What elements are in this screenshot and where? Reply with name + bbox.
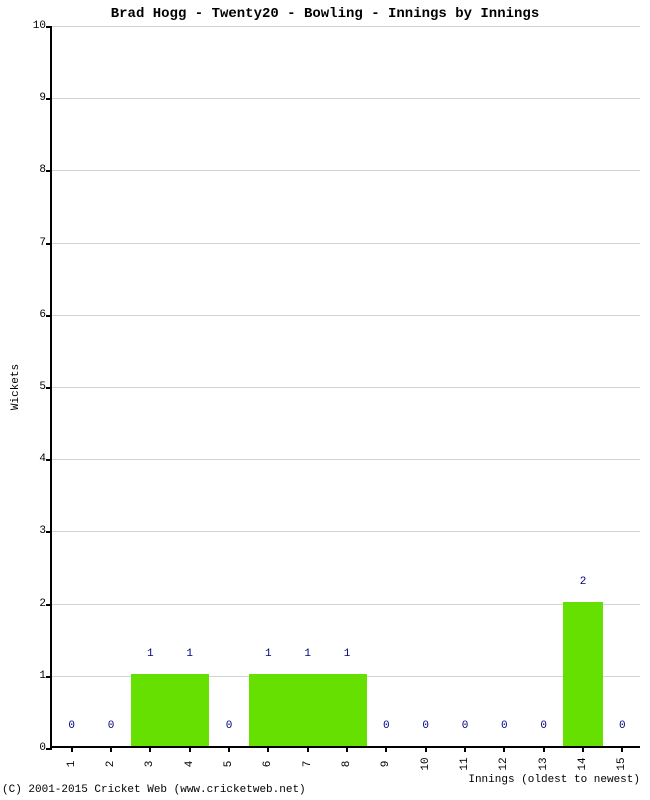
bar-value-label: 0 xyxy=(383,720,390,732)
gridline xyxy=(52,315,640,316)
bar xyxy=(563,602,602,746)
xtick-label: 5 xyxy=(223,761,235,768)
xtick-label: 4 xyxy=(184,761,196,768)
xtick-label: 15 xyxy=(616,757,628,770)
xtick-mark xyxy=(149,746,151,752)
ytick-label: 2 xyxy=(39,598,52,610)
gridline xyxy=(52,531,640,532)
xtick-mark xyxy=(228,746,230,752)
gridline xyxy=(52,170,640,171)
xtick-label: 7 xyxy=(302,761,314,768)
gridline xyxy=(52,387,640,388)
xtick-label: 12 xyxy=(498,757,510,770)
xtick-mark xyxy=(464,746,466,752)
xtick-label: 3 xyxy=(144,761,156,768)
ytick-label: 8 xyxy=(39,164,52,176)
ytick-label: 3 xyxy=(39,525,52,537)
bar xyxy=(170,674,209,746)
bar-value-label: 1 xyxy=(186,648,193,660)
xtick-mark xyxy=(267,746,269,752)
bar-value-label: 1 xyxy=(265,648,272,660)
bar xyxy=(288,674,327,746)
xtick-label: 9 xyxy=(380,761,392,768)
xtick-mark xyxy=(71,746,73,752)
bar-value-label: 1 xyxy=(344,648,351,660)
xtick-label: 2 xyxy=(105,761,117,768)
xtick-mark xyxy=(346,746,348,752)
xtick-mark xyxy=(385,746,387,752)
ytick-label: 1 xyxy=(39,670,52,682)
xtick-mark xyxy=(503,746,505,752)
bar-value-label: 0 xyxy=(226,720,233,732)
chart-title: Brad Hogg - Twenty20 - Bowling - Innings… xyxy=(0,6,650,22)
ytick-label: 5 xyxy=(39,381,52,393)
xtick-mark xyxy=(582,746,584,752)
ytick-label: 9 xyxy=(39,92,52,104)
bar-value-label: 1 xyxy=(304,648,311,660)
gridline xyxy=(52,459,640,460)
xtick-mark xyxy=(543,746,545,752)
chart-container: Brad Hogg - Twenty20 - Bowling - Innings… xyxy=(0,0,650,800)
xtick-label: 8 xyxy=(341,761,353,768)
xtick-mark xyxy=(307,746,309,752)
xtick-mark xyxy=(425,746,427,752)
ytick-label: 6 xyxy=(39,309,52,321)
plot-area: 0123456789100102131405161718090100110120… xyxy=(50,26,640,748)
ytick-label: 10 xyxy=(33,20,52,32)
bar-value-label: 0 xyxy=(501,720,508,732)
xtick-label: 14 xyxy=(577,757,589,770)
ytick-label: 7 xyxy=(39,237,52,249)
bar-value-label: 0 xyxy=(540,720,547,732)
bar xyxy=(131,674,170,746)
xtick-label: 6 xyxy=(262,761,274,768)
bar-value-label: 0 xyxy=(619,720,626,732)
bar xyxy=(327,674,366,746)
xtick-label: 1 xyxy=(66,761,78,768)
x-axis-label: Innings (oldest to newest) xyxy=(468,774,640,786)
xtick-mark xyxy=(621,746,623,752)
bar-value-label: 2 xyxy=(580,576,587,588)
xtick-mark xyxy=(189,746,191,752)
footer-text: (C) 2001-2015 Cricket Web (www.cricketwe… xyxy=(2,784,306,796)
bar-value-label: 0 xyxy=(422,720,429,732)
ytick-label: 0 xyxy=(39,742,52,754)
bar xyxy=(249,674,288,746)
xtick-label: 10 xyxy=(420,757,432,770)
gridline xyxy=(52,26,640,27)
xtick-label: 11 xyxy=(459,757,471,770)
bar-value-label: 1 xyxy=(147,648,154,660)
bar-value-label: 0 xyxy=(68,720,75,732)
bar-value-label: 0 xyxy=(462,720,469,732)
gridline xyxy=(52,604,640,605)
gridline xyxy=(52,243,640,244)
bar-value-label: 0 xyxy=(108,720,115,732)
xtick-mark xyxy=(110,746,112,752)
gridline xyxy=(52,98,640,99)
y-axis-label: Wickets xyxy=(10,364,22,410)
xtick-label: 13 xyxy=(538,757,550,770)
ytick-label: 4 xyxy=(39,453,52,465)
